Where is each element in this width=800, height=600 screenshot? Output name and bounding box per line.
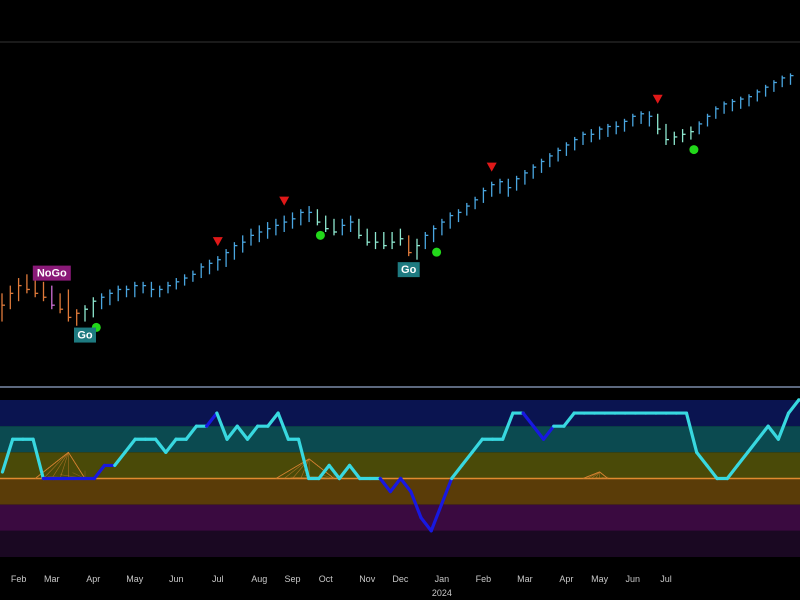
go-label-bg <box>397 262 420 278</box>
oscillator-zone <box>0 426 800 453</box>
oscillator-line <box>153 437 168 454</box>
counter-trend-triangle <box>486 162 497 172</box>
oscillator-line <box>501 411 515 441</box>
oscillator-line <box>684 411 699 454</box>
year-tick-label: 2024 <box>432 588 452 598</box>
oscillator-line <box>92 463 107 481</box>
month-tick-label: Jul <box>212 574 224 584</box>
month-tick-label: Jun <box>626 574 641 584</box>
month-tick-label: Feb <box>11 574 27 584</box>
oscillator-line <box>756 424 770 441</box>
month-tick-label: Apr <box>86 574 100 584</box>
oscillator-line <box>296 437 311 481</box>
oscillator-line <box>705 463 719 481</box>
oscillator-line <box>266 411 280 428</box>
month-tick-label: Sep <box>284 574 300 584</box>
oscillator-line <box>470 437 484 454</box>
wave-fan-line <box>595 477 608 479</box>
oscillator-line <box>450 463 464 481</box>
oscillator-line <box>460 450 474 468</box>
wave-fan-line <box>43 452 69 479</box>
month-tick-label: Jul <box>660 574 672 584</box>
counter-trend-dot <box>315 230 325 240</box>
oscillator-line <box>725 463 740 481</box>
nogo-label-bg <box>32 265 71 281</box>
oscillator-line <box>215 411 229 441</box>
month-tick-label: Jan <box>435 574 450 584</box>
wave-fan-line <box>59 452 69 479</box>
wave-fan-line <box>601 476 608 479</box>
oscillator-line <box>347 463 362 481</box>
oscillator-zone <box>0 530 800 557</box>
counter-trend-triangle <box>212 237 223 247</box>
oscillator-line <box>184 424 199 441</box>
oscillator-zone <box>0 478 800 505</box>
oscillator-line <box>766 424 780 441</box>
oscillator-line <box>735 450 750 468</box>
oscillator-line <box>541 424 556 441</box>
oscillator-line <box>205 411 219 428</box>
oscillator-line <box>235 424 250 441</box>
month-tick-label: May <box>591 574 609 584</box>
oscillator-line <box>113 450 127 468</box>
month-tick-label: Jun <box>169 574 184 584</box>
oscillator-line <box>276 411 290 441</box>
oscillator-line <box>225 424 239 441</box>
month-tick-label: Mar <box>44 574 60 584</box>
oscillator-line <box>419 516 433 533</box>
oscillator-line <box>337 463 352 481</box>
oscillator-line <box>327 463 341 481</box>
month-tick-label: Apr <box>559 574 573 584</box>
oscillator-line <box>429 503 444 533</box>
oscillator-line <box>0 437 15 474</box>
oscillator-zone <box>0 452 800 479</box>
oscillator-line <box>164 437 178 454</box>
counter-trend-triangle <box>652 94 663 104</box>
oscillator-line <box>439 476 454 507</box>
month-tick-label: Aug <box>251 574 267 584</box>
oscillator-line <box>399 476 413 494</box>
oscillator-line <box>531 424 546 441</box>
month-tick-label: Mar <box>517 574 533 584</box>
wave-fan-line <box>51 452 69 479</box>
oscillator-line <box>786 398 800 415</box>
go-label: Go <box>77 330 93 342</box>
oscillator-line <box>388 476 403 494</box>
month-tick-label: Oct <box>319 574 334 584</box>
oscillator-line <box>378 476 393 494</box>
month-tick-label: Feb <box>476 574 492 584</box>
counter-trend-dot <box>432 247 442 257</box>
wave-fan-line <box>292 458 310 479</box>
oscillator-zone <box>0 504 800 531</box>
oscillator-line <box>317 463 331 481</box>
oscillator-line <box>123 437 137 454</box>
counter-trend-dot <box>689 145 699 155</box>
oscillator-line <box>776 411 791 441</box>
oscillator-line <box>562 411 576 428</box>
oscillator-line <box>409 489 423 520</box>
oscillator-line <box>521 411 535 428</box>
oscillator-line <box>31 437 45 481</box>
wave-fan-line <box>591 471 600 479</box>
oscillator-line <box>695 450 709 468</box>
go-label: Go <box>401 264 417 276</box>
go-label-bg <box>74 327 96 343</box>
counter-trend-triangle <box>279 196 290 206</box>
nogo-label: NoGo <box>37 268 67 280</box>
month-tick-label: May <box>126 574 144 584</box>
wave-fan-line <box>595 471 600 479</box>
oscillator-line <box>746 437 760 454</box>
month-tick-label: Dec <box>392 574 409 584</box>
month-tick-label: Nov <box>359 574 376 584</box>
oscillator-line <box>245 424 260 441</box>
